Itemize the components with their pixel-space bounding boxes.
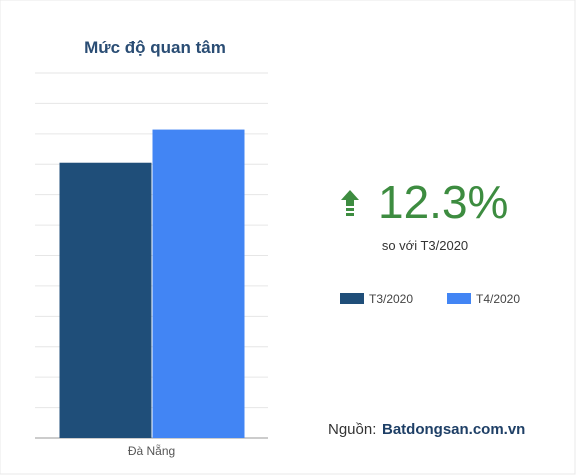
source-label: Nguồn:: [328, 421, 376, 438]
legend-label: T3/2020: [369, 292, 413, 306]
bar: [152, 129, 245, 438]
legend-label: T4/2020: [476, 292, 520, 306]
legend-swatch: [447, 293, 471, 304]
bar: [59, 162, 152, 438]
x-tick-label: Đà Nẵng: [128, 443, 175, 458]
highlight-note: so với T3/2020: [382, 238, 468, 253]
chart-title: Mức độ quan tâm: [84, 38, 226, 57]
source: Batdongsan.com.vn: [382, 421, 525, 438]
up-arrow: [341, 190, 359, 216]
highlight: 12.3%: [378, 176, 508, 228]
legend-swatch: [340, 293, 364, 304]
